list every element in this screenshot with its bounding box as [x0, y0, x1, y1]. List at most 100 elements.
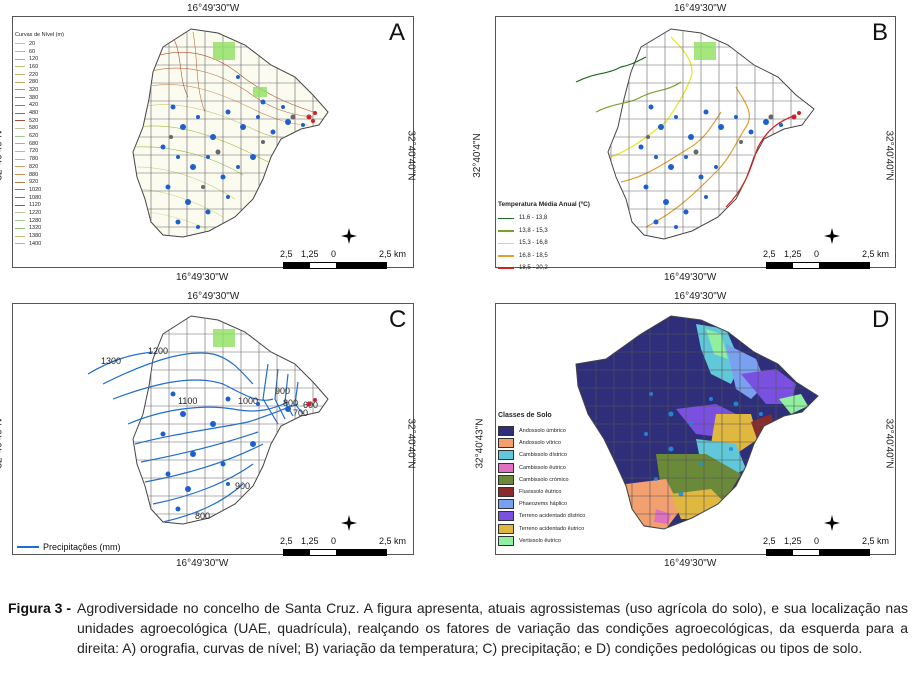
panel-b-letter: B — [872, 19, 889, 46]
contour-legend-item: 720 — [15, 148, 71, 156]
contour-legend-item: 1220 — [15, 209, 71, 217]
scale-label-left: 2,5 — [763, 536, 776, 546]
temperature-legend-item: 15,3 - 16,8 — [498, 237, 608, 250]
scale-label-km: 2,5 km — [379, 536, 407, 546]
contour-legend-item: 320 — [15, 86, 71, 94]
contour-label: 580 — [29, 125, 39, 132]
temperature-swatch — [498, 267, 514, 269]
temperature-swatch — [498, 255, 514, 257]
panel-d-legend: Classes de Solo Andossolo úmbrico Andosso… — [498, 412, 608, 547]
contour-swatch — [15, 135, 25, 137]
scale-label-left: 2,5 — [280, 249, 293, 259]
panel-c-right-latitude: 32°40'40"N — [405, 418, 417, 469]
contour-swatch — [15, 166, 25, 168]
panel-a-left-latitude: 32°40'40"N — [0, 130, 5, 181]
temperature-legend-item: 18,5 - 20,2 — [498, 262, 608, 275]
isohyet-label-1200: 1200 — [148, 346, 168, 356]
soil-legend-item: Vertissolo êutrico — [498, 535, 608, 547]
contour-label: 480 — [29, 110, 39, 117]
scale-label-zero: 0 — [814, 249, 820, 259]
scale-label-left: 2,5 — [763, 249, 776, 259]
temperature-swatch — [498, 217, 514, 219]
panel-b-top-longitude: 16°49'30"W — [674, 3, 727, 14]
contour-swatch — [15, 150, 25, 152]
panel-c-legend: Precipitações (mm) — [17, 542, 121, 552]
contour-label: 220 — [29, 71, 39, 78]
isohyet-label-800-south: 800 — [195, 511, 210, 521]
contour-swatch — [15, 174, 25, 176]
temperature-label: 11,6 - 13,8 — [519, 215, 548, 222]
soil-class-list: Andossolo úmbrico Andossolo vítrico Cambis… — [498, 425, 608, 547]
contour-label: 320 — [29, 86, 39, 93]
soil-legend-item: Cambissolo crómico — [498, 474, 608, 486]
panel-c-left-latitude: 32°40'40"N — [0, 418, 5, 469]
contour-legend-item: 420 — [15, 102, 71, 110]
temperature-swatch — [498, 230, 514, 232]
contour-swatch — [15, 189, 25, 191]
contour-label: 1020 — [29, 186, 42, 193]
panel-a-letter: A — [389, 19, 406, 46]
contour-legend-item: 1400 — [15, 240, 71, 248]
panel-d-letter: D — [872, 306, 890, 333]
panel-a-compass-icon — [341, 228, 357, 244]
soil-legend-item: Andossolo vítrico — [498, 437, 608, 449]
panel-a-map — [132, 28, 329, 238]
contour-label: 380 — [29, 94, 39, 101]
contour-label: 1280 — [29, 217, 42, 224]
panel-b-legend: Temperatura Média Anual (ºC) 11,6 - 13,8… — [498, 201, 608, 275]
panel-a: Curvas de Nível (m) 20 60 120 160 220 280 320 3… — [12, 16, 414, 269]
contour-legend-item: 820 — [15, 163, 71, 171]
panel-a-top-longitude: 16°49'30"W — [187, 3, 240, 14]
scale-label-km: 2,5 km — [862, 536, 890, 546]
figure-caption: Figura 3 - Agrodiversidade no concelho d… — [8, 598, 908, 658]
soil-swatch — [498, 523, 514, 534]
panel-c: 1300 1200 1100 1000 900 800 700 600 900 … — [12, 303, 414, 556]
contour-swatch — [15, 43, 25, 45]
contour-label: 1380 — [29, 233, 42, 240]
contour-legend-item: 780 — [15, 155, 71, 163]
scale-label-zero: 0 — [331, 536, 337, 546]
contour-label: 620 — [29, 133, 39, 140]
isohyet-label-1000: 1000 — [238, 396, 258, 406]
contour-legend-item: 680 — [15, 140, 71, 148]
temperature-label: 15,3 - 16,8 — [519, 240, 548, 247]
contour-legend-item: 1080 — [15, 194, 71, 202]
soil-label: Fluvissolo êutrico — [519, 489, 562, 496]
contour-swatch — [15, 112, 25, 114]
soil-swatch — [498, 499, 514, 510]
panel-d-scale-bar: 2,5 1,25 0 2,5 km — [763, 536, 890, 560]
scale-label-zero: 0 — [814, 536, 820, 546]
panel-b-left-latitude: 32°40'4"N — [471, 133, 483, 178]
panel-c-compass-icon — [341, 515, 357, 531]
contour-swatch — [15, 158, 25, 160]
temperature-label: 18,5 - 20,2 — [519, 265, 548, 272]
soil-swatch — [498, 426, 514, 437]
contour-label: 920 — [29, 179, 39, 186]
soil-label: Cambissolo dístrico — [519, 452, 567, 459]
panel-c-letter: C — [389, 306, 407, 333]
contour-swatch — [15, 197, 25, 199]
scale-label-km: 2,5 km — [379, 249, 407, 259]
contour-legend-item: 220 — [15, 71, 71, 79]
contour-legend-item: 280 — [15, 78, 71, 86]
soil-swatch — [498, 511, 514, 522]
contour-legend-item: 480 — [15, 109, 71, 117]
contour-legend-item: 160 — [15, 63, 71, 71]
contour-swatch — [15, 74, 25, 76]
panel-c-legend-label: Precipitações (mm) — [43, 542, 121, 552]
soil-swatch — [498, 462, 514, 473]
soil-swatch — [498, 474, 514, 485]
isohyet-label-1300: 1300 — [101, 356, 121, 366]
scale-label-left: 2,5 — [280, 536, 293, 546]
caption-text: Agrodiversidade no concelho de Santa Cru… — [77, 600, 908, 656]
panel-b-legend-title: Temperatura Média Anual (ºC) — [498, 201, 590, 208]
scale-label-mid: 1,25 — [301, 536, 319, 546]
soil-legend-item: Terreno acidentado êutrico — [498, 523, 608, 535]
contour-swatch — [15, 204, 25, 206]
contour-legend-item: 520 — [15, 117, 71, 125]
soil-label: Andossolo vítrico — [519, 440, 561, 447]
panel-a-scale-bar: 2,5 1,25 0 2,5 km — [280, 249, 407, 273]
panel-c-map: 1300 1200 1100 1000 900 800 700 600 900 … — [87, 315, 329, 525]
temperature-label: 13,8 - 15,3 — [519, 227, 548, 234]
soil-legend-item: Cambissolo dístrico — [498, 449, 608, 461]
